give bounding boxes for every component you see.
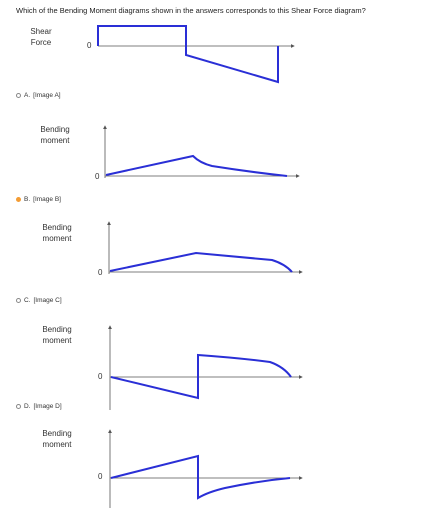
option-d-diagram: [108, 429, 303, 508]
shear-negative-segment: [185, 46, 279, 84]
option-a-label-line2: moment: [40, 136, 70, 145]
shear-force-label: Shear Force: [26, 26, 56, 48]
option-a-curve: [105, 154, 288, 177]
shear-force-diagram: [97, 25, 295, 84]
option-c-label-line2: moment: [42, 336, 72, 345]
option-b-letter: B.: [24, 196, 31, 203]
option-a-diagram: [103, 125, 300, 178]
option-a-letter: A.: [24, 92, 31, 99]
option-c-label-line1: Bending: [42, 325, 72, 334]
option-d-text: [Image D]: [33, 403, 62, 410]
option-a-label-line1: Bending: [40, 125, 70, 134]
option-a-bm-label: Bending moment: [36, 124, 74, 146]
shear-label-line2: Force: [30, 38, 52, 47]
option-b[interactable]: B. [Image B]: [16, 196, 61, 203]
option-c-radio[interactable]: [16, 298, 21, 303]
option-b-bm-label: Bending moment: [38, 222, 76, 244]
option-b-radio[interactable]: [16, 197, 21, 202]
option-d-zero: 0: [98, 472, 103, 481]
option-c-bm-label: Bending moment: [38, 324, 76, 346]
option-a[interactable]: A. [Image A]: [16, 92, 61, 99]
option-d-curve: [110, 454, 291, 500]
option-c-zero: 0: [98, 372, 103, 381]
option-b-text: [Image B]: [33, 196, 61, 203]
option-b-diagram: [107, 221, 303, 274]
option-c-text: [Image C]: [33, 297, 62, 304]
option-d-letter: D.: [24, 403, 31, 410]
option-d-label-line1: Bending: [42, 429, 72, 438]
shear-positive-segment: [97, 25, 187, 46]
option-d-bm-label: Bending moment: [38, 428, 76, 450]
option-b-label-line1: Bending: [42, 223, 72, 232]
question-text: Which of the Bending Moment diagrams sho…: [16, 6, 366, 15]
option-c-curve: [110, 353, 292, 400]
option-d-label-line2: moment: [42, 440, 72, 449]
option-b-curve: [109, 251, 293, 273]
option-a-zero: 0: [95, 172, 100, 181]
option-b-zero: 0: [98, 268, 103, 277]
option-d-radio[interactable]: [16, 404, 21, 409]
option-b-label-line2: moment: [42, 234, 72, 243]
shear-zero-label: 0: [87, 41, 92, 50]
option-a-text: [Image A]: [33, 92, 61, 99]
option-c-letter: C.: [24, 297, 31, 304]
option-d[interactable]: D. [Image D]: [16, 403, 62, 410]
shear-label-line1: Shear: [30, 27, 52, 36]
option-c[interactable]: C. [Image C]: [16, 297, 62, 304]
option-a-radio[interactable]: [16, 93, 21, 98]
option-c-diagram: [108, 325, 303, 410]
